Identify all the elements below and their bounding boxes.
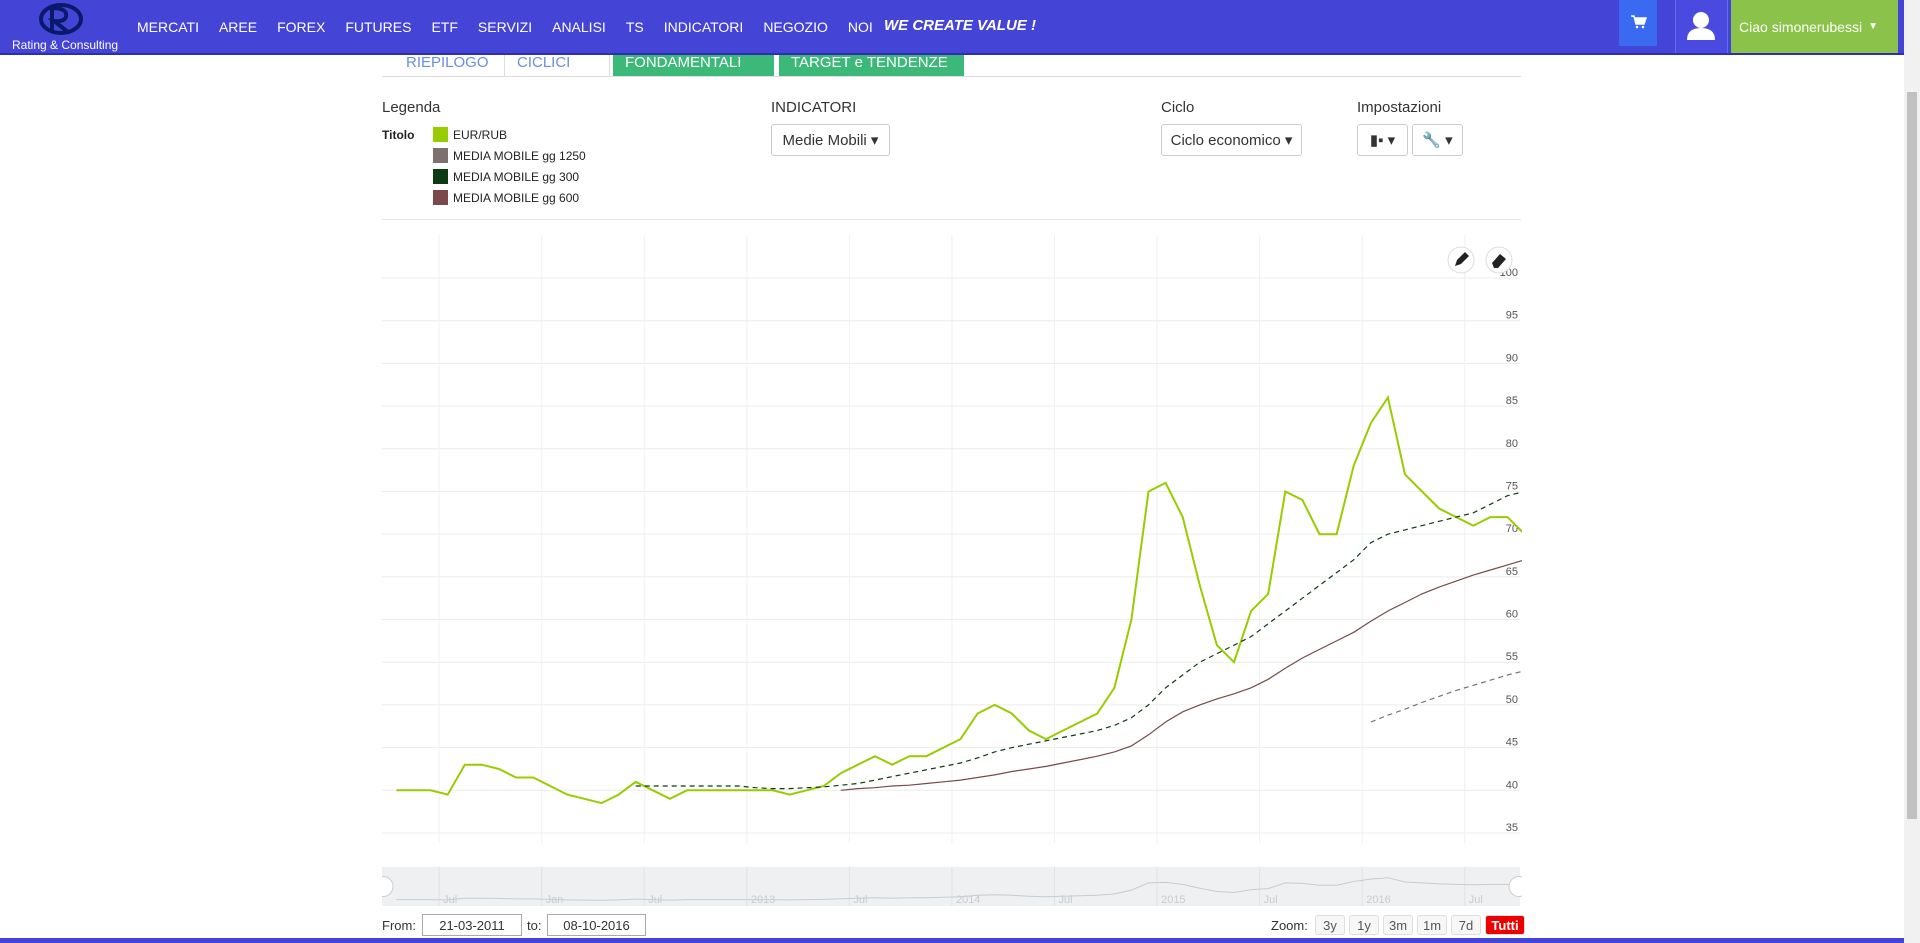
greeting: Ciao: [1739, 18, 1768, 35]
tab-label: CICLICI: [517, 54, 571, 71]
tab[interactable]: RIEPILOGO: [394, 48, 501, 76]
menu-item[interactable]: MERCATI: [137, 18, 199, 35]
x-tick-label: Jul: [1059, 894, 1073, 906]
x-tick-label: Jul: [1264, 894, 1278, 906]
from-input[interactable]: 21-03-2011: [422, 914, 522, 936]
menu-item[interactable]: INDICATORI: [663, 18, 744, 35]
legend-swatch: [433, 190, 448, 205]
menu-item[interactable]: ANALISI: [552, 18, 606, 35]
zoom-button[interactable]: 3m: [1383, 915, 1413, 935]
y-tick-label: 55: [1506, 651, 1518, 663]
plot-background: [382, 235, 1520, 906]
cycle-label: Ciclo: [1161, 99, 1195, 116]
from-label: From:: [382, 918, 416, 933]
eraser-icon: [1492, 254, 1506, 268]
user-button[interactable]: [1675, 0, 1728, 53]
divider: [382, 219, 1521, 220]
legend-entry: MEDIA MOBILE gg 300: [453, 170, 580, 184]
y-tick-label: 35: [1506, 822, 1518, 834]
y-tick-label: 85: [1506, 395, 1518, 407]
legend-entry: MEDIA MOBILE gg 1250: [453, 149, 586, 163]
y-tick-label: 50: [1506, 694, 1518, 706]
pencil-icon: [1455, 252, 1469, 266]
zoom-button[interactable]: Tutti: [1485, 915, 1525, 935]
tab-line: [382, 76, 1521, 77]
y-tick-label: 60: [1506, 609, 1518, 621]
cart-icon: [1631, 15, 1648, 29]
series-line: [840, 559, 1522, 791]
menu-item[interactable]: NOI: [847, 18, 873, 35]
menu-item[interactable]: NEGOZIO: [763, 18, 828, 35]
navigator-handle: [382, 876, 394, 897]
logo-mark: [39, 3, 83, 35]
legend-entry: EUR/RUB: [453, 128, 508, 142]
to-input[interactable]: 08-10-2016: [547, 914, 646, 936]
y-tick-label: 45: [1506, 737, 1518, 749]
indicators-dropdown[interactable]: Medie Mobili ▾: [771, 124, 890, 156]
legend-swatch: [433, 148, 448, 163]
user-menu[interactable]: Ciao simonerubessi ▼: [1731, 0, 1898, 53]
zoom-label: Zoom:: [1271, 918, 1308, 933]
tab-label: FONDAMENTALI: [625, 53, 742, 71]
zoom-buttons: 3y 1y 3m 1m 7d Tutti: [1315, 915, 1525, 935]
slogan: WE CREATE VALUE !: [884, 17, 1036, 34]
legend-swatch: [433, 127, 448, 142]
menu-item[interactable]: SERVIZI: [477, 18, 533, 35]
settings-label: Impostazioni: [1357, 99, 1442, 116]
menu: MERCATI AREE FOREX FUTURES ETF SERVIZI A…: [137, 0, 873, 53]
y-tick-label: 40: [1506, 779, 1518, 791]
series-line: [635, 491, 1522, 790]
zoom-button[interactable]: 1y: [1349, 915, 1379, 935]
legend-entry: MEDIA MOBILE gg 600: [453, 191, 580, 205]
y-tick-label: 95: [1506, 310, 1518, 322]
y-tick-label: 70: [1506, 523, 1518, 535]
dropdown-value: Ciclo economico: [1170, 131, 1281, 149]
x-tick-label: Jul: [853, 894, 867, 906]
series-line: [396, 394, 1522, 805]
caret: ▼: [1868, 21, 1878, 32]
x-tick-label: 2016: [1366, 894, 1390, 906]
zoom-button[interactable]: 1m: [1417, 915, 1447, 935]
zoom-button[interactable]: 7d: [1451, 915, 1481, 935]
y-tick-label: 75: [1506, 480, 1518, 492]
x-tick-label: Jul: [1469, 894, 1483, 906]
user-icon: [1687, 12, 1715, 40]
to-label: to:: [527, 918, 542, 933]
series-line: [1370, 670, 1522, 723]
x-tick-label: 2015: [1161, 894, 1185, 906]
menu-item[interactable]: ETF: [431, 18, 458, 35]
tab-label: TARGET e TENDENZE: [791, 53, 948, 71]
menu-item[interactable]: AREE: [218, 18, 258, 35]
dropdown-value: Medie Mobili: [782, 131, 867, 149]
legend-swatch: [433, 169, 448, 184]
cart-button[interactable]: [1619, 0, 1657, 46]
chart-type-button[interactable]: ▮▪ ▾: [1357, 124, 1408, 156]
y-tick-label: 80: [1506, 438, 1518, 450]
scroll-thumb[interactable]: [1907, 92, 1917, 819]
indicators-label: INDICATORI: [771, 99, 857, 116]
zoom-button[interactable]: 3y: [1315, 915, 1345, 935]
scrollbar: [1904, 0, 1920, 943]
username: simonerubessi: [1771, 18, 1863, 35]
tools-button[interactable]: 🔧 ▾: [1412, 124, 1463, 156]
navigator-line: [396, 877, 1522, 901]
cycle-dropdown[interactable]: Ciclo economico ▾: [1161, 124, 1302, 156]
legend-title: Legenda: [382, 99, 441, 116]
tab-label: RIEPILOGO: [406, 53, 489, 71]
menu-item[interactable]: FUTURES: [345, 18, 412, 35]
legend-label: Titolo: [382, 128, 415, 142]
bottom-bar: [0, 938, 1904, 943]
y-tick-label: 90: [1506, 352, 1518, 364]
navigator-handle: [1508, 876, 1522, 897]
navbar: Rating & Consulting MERCATI AREE FOREX F…: [0, 0, 1904, 55]
menu-item[interactable]: FOREX: [277, 18, 326, 35]
menu-item[interactable]: TS: [625, 18, 644, 35]
y-tick-label: 65: [1506, 566, 1518, 578]
logo-text: Rating & Consulting: [12, 38, 119, 52]
